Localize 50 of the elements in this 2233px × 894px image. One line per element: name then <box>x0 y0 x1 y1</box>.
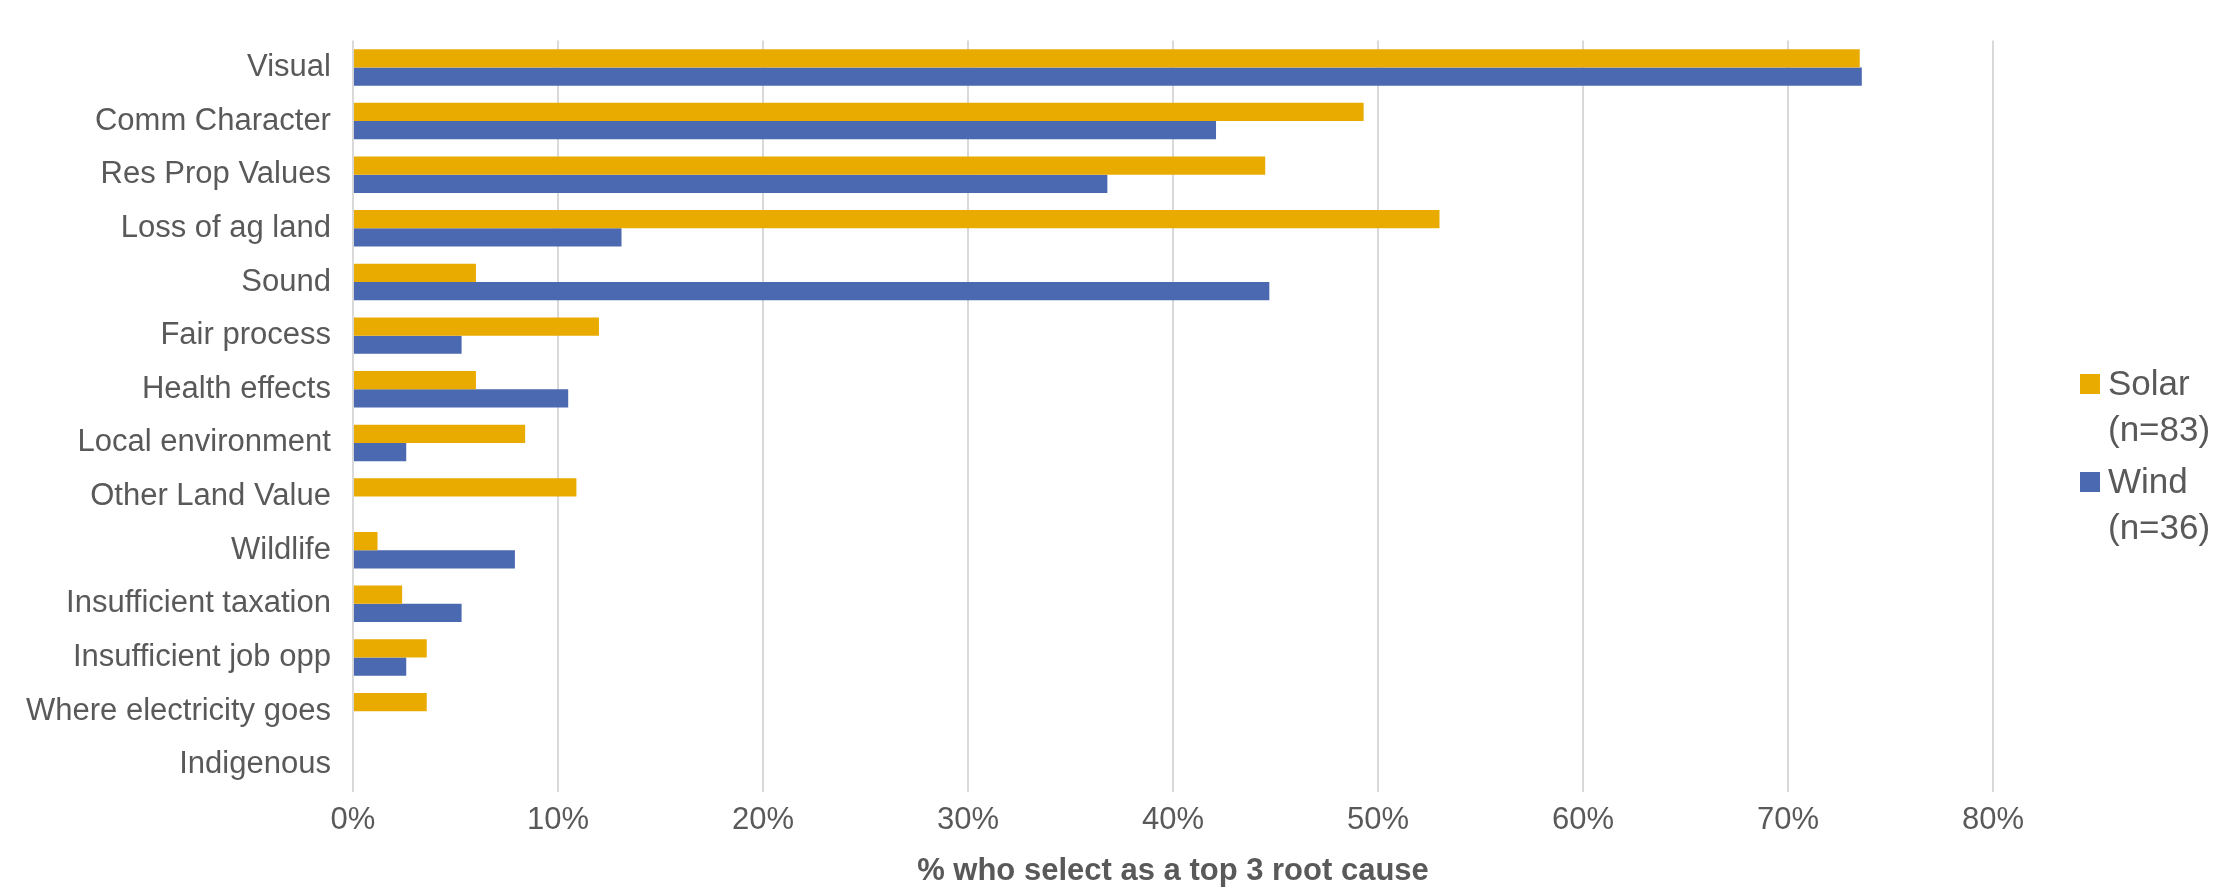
bar <box>353 657 407 676</box>
y-tick-label: Wildlife <box>231 530 331 566</box>
y-tick-label: Insufficient job opp <box>72 638 331 674</box>
legend-label: Wind (n=36) <box>2108 460 2212 548</box>
bar <box>353 478 577 497</box>
x-tick-label: 60% <box>1551 800 1615 836</box>
y-tick-label: Comm Character <box>94 101 331 137</box>
y-tick-label: Health effects <box>141 369 331 405</box>
y-tick-label: Other Land Value <box>90 477 331 513</box>
bar <box>353 67 1862 86</box>
y-tick-label: Where electricity goes <box>25 691 331 727</box>
bar <box>353 174 1108 193</box>
x-tick-label: 80% <box>1961 800 2025 836</box>
y-tick-label: Local environment <box>77 423 332 459</box>
bar <box>353 371 476 390</box>
bar <box>353 424 526 443</box>
x-tick-label: 0% <box>330 800 376 836</box>
y-tick-label: Loss of ag land <box>120 208 331 244</box>
y-tick-label: Res Prop Values <box>100 155 331 191</box>
x-tick-label: 30% <box>936 800 999 836</box>
bar <box>353 49 1860 68</box>
x-tick-label: 10% <box>526 800 589 836</box>
bar <box>353 228 622 247</box>
y-tick-label: Visual <box>247 47 331 83</box>
bar <box>353 585 403 604</box>
bar <box>353 317 599 336</box>
bar <box>353 121 1217 140</box>
y-tick-label: Insufficient taxation <box>66 584 331 620</box>
x-tick-label: 70% <box>1756 800 1820 836</box>
bar <box>353 156 1266 175</box>
x-axis-title: % who select as a top 3 root cause <box>917 851 1429 887</box>
y-tick-label: Sound <box>241 262 331 298</box>
bar <box>353 603 462 623</box>
bar <box>353 639 427 658</box>
bar <box>353 263 476 282</box>
bar <box>353 692 427 712</box>
x-tick-label: 50% <box>1346 800 1409 836</box>
bar <box>353 210 1440 229</box>
bar <box>353 281 1270 301</box>
legend-label: Solar (n=83) <box>2108 362 2212 450</box>
bar <box>353 389 569 408</box>
bar <box>353 442 407 462</box>
y-tick-label: Indigenous <box>179 745 331 781</box>
x-tick-label: 40% <box>1141 800 1204 836</box>
bar <box>353 335 462 354</box>
x-tick-label: 20% <box>731 800 794 836</box>
y-tick-label: Fair process <box>160 316 331 352</box>
bar <box>353 550 515 569</box>
bar <box>353 102 1364 122</box>
bar <box>353 531 378 551</box>
